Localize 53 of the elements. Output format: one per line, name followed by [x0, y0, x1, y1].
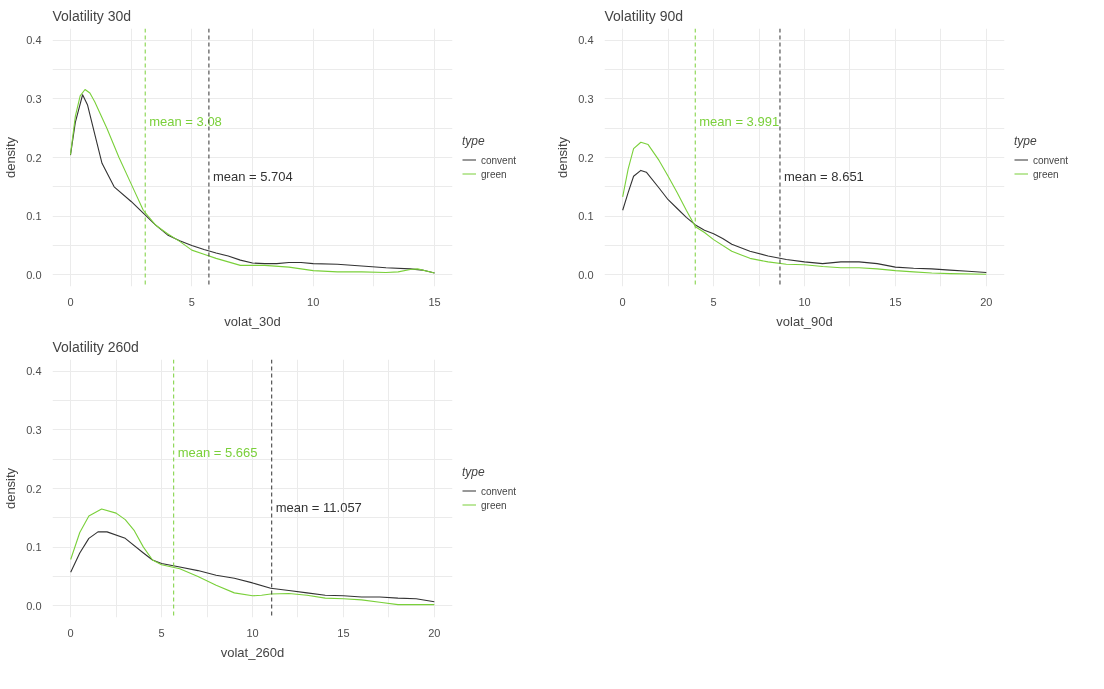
- x-tick-label: 20: [428, 626, 441, 639]
- y-axis-title: density: [3, 467, 19, 510]
- legend-title: type: [1014, 133, 1038, 148]
- y-tick-label: 0.4: [26, 365, 42, 378]
- y-tick-label: 0.1: [26, 210, 42, 223]
- x-tick-label: 15: [337, 626, 350, 639]
- chart-title: Volatility 30d: [52, 7, 132, 24]
- x-tick-label: 20: [980, 295, 993, 308]
- y-tick-label: 0.3: [578, 92, 594, 105]
- x-tick-label: 0: [619, 295, 626, 308]
- legend-label: green: [481, 167, 507, 181]
- legend-label: convent: [481, 153, 517, 167]
- y-tick-label: 0.4: [26, 34, 42, 47]
- ref-line-label: mean = 8.651: [783, 169, 864, 184]
- y-tick-label: 0.3: [26, 92, 42, 105]
- legend-label: green: [481, 498, 507, 512]
- legend-title: type: [462, 464, 486, 479]
- x-tick-label: 10: [246, 626, 259, 639]
- x-axis-title: volat_260d: [220, 644, 285, 660]
- x-tick-label: 5: [710, 295, 717, 308]
- y-tick-label: 0.2: [578, 151, 594, 164]
- x-tick-label: 15: [428, 295, 441, 308]
- ref-line-label: mean = 5.704: [212, 169, 293, 184]
- y-tick-label: 0.3: [26, 423, 42, 436]
- legend-label: convent: [481, 484, 517, 498]
- y-tick-label: 0.0: [26, 268, 42, 281]
- chart-title: Volatility 90d: [604, 7, 684, 24]
- x-tick-label: 10: [307, 295, 320, 308]
- legend-label: convent: [1033, 153, 1069, 167]
- y-axis-title: density: [555, 136, 571, 179]
- ref-line-label: mean = 3.08: [149, 114, 222, 129]
- chart-title: Volatility 260d: [52, 338, 139, 355]
- ref-line-label: mean = 3.991: [699, 114, 780, 129]
- x-axis-title: volat_90d: [776, 313, 833, 329]
- legend-label: green: [1033, 167, 1059, 181]
- x-axis-title: volat_30d: [224, 313, 281, 329]
- x-tick-label: 15: [889, 295, 902, 308]
- y-axis-title: density: [3, 136, 19, 179]
- x-tick-label: 0: [67, 626, 74, 639]
- y-tick-label: 0.2: [26, 482, 42, 495]
- x-tick-label: 5: [158, 626, 165, 639]
- y-tick-label: 0.4: [578, 34, 594, 47]
- y-tick-label: 0.0: [26, 599, 42, 612]
- ref-line-label: mean = 5.665: [177, 445, 258, 460]
- y-tick-label: 0.1: [578, 210, 594, 223]
- x-tick-label: 10: [798, 295, 811, 308]
- legend-title: type: [462, 133, 486, 148]
- ref-line-label: mean = 11.057: [275, 500, 362, 515]
- y-tick-label: 0.1: [26, 541, 42, 554]
- y-tick-label: 0.0: [578, 268, 594, 281]
- x-tick-label: 5: [188, 295, 195, 308]
- y-tick-label: 0.2: [26, 151, 42, 164]
- x-tick-label: 0: [67, 295, 74, 308]
